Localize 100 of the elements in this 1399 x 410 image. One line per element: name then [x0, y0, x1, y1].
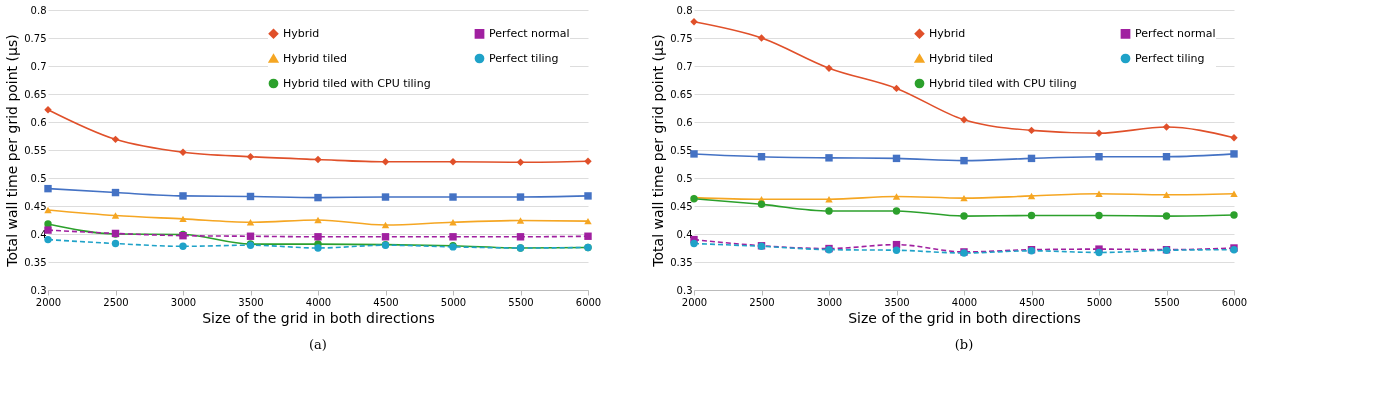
y-tick-label: 0.35 [670, 256, 693, 268]
y-tick-label: 0.45 [670, 200, 693, 212]
point [381, 221, 390, 229]
point [1027, 126, 1036, 135]
y-tick-label: 0.55 [24, 144, 47, 156]
x-tick-label: 2500 [103, 296, 129, 308]
point [449, 193, 457, 201]
point [111, 239, 120, 248]
x-tick-label: 3500 [884, 296, 910, 308]
x-tick-label: 2000 [681, 296, 708, 308]
point [1027, 211, 1036, 220]
y-tick-label: 0.7 [30, 60, 47, 72]
y-tick-label: 0.65 [670, 88, 693, 100]
x-tick-label: 5000 [1086, 296, 1113, 308]
x-tick-label: 3500 [238, 296, 264, 308]
legend-label: Hybrid [929, 26, 966, 40]
point [516, 233, 525, 241]
point [1095, 190, 1103, 197]
y-tick-label: 0.45 [24, 200, 47, 212]
point [1027, 192, 1036, 200]
point [179, 215, 187, 223]
point [314, 216, 322, 224]
y-tick-label: 0.75 [24, 32, 47, 44]
point [892, 246, 901, 254]
point [825, 154, 833, 162]
text: (a) [309, 337, 327, 352]
legend-label: Hybrid tiled [283, 51, 347, 65]
point [1162, 123, 1171, 131]
y-tick-label: 0.4 [676, 228, 693, 240]
point [381, 193, 390, 201]
point [516, 193, 525, 201]
x-tick-label: 3000 [170, 296, 197, 308]
legend-label: Hybrid [283, 26, 320, 40]
point [314, 155, 322, 164]
legend-label: Perfect normal [1135, 26, 1216, 40]
y-tick-label: 0.8 [676, 4, 693, 16]
x-tick-label: 4500 [373, 296, 399, 308]
x-tick-label: 2000 [35, 296, 62, 308]
point [1230, 211, 1238, 219]
point [1230, 133, 1238, 142]
point [44, 184, 52, 193]
point [44, 105, 52, 114]
legend-label: Hybrid tiled [929, 51, 993, 65]
point [1095, 153, 1103, 161]
x-tick-label: 6000 [575, 296, 602, 308]
point [757, 200, 766, 209]
text: (b) [954, 337, 974, 352]
x-tick-label: 5000 [440, 296, 467, 308]
y-tick-label: 0.5 [30, 172, 47, 184]
point [1095, 211, 1103, 220]
y-tick-label: 0.3 [30, 284, 47, 296]
y-tick-label: 0.65 [24, 88, 47, 100]
point [1230, 190, 1238, 197]
point [584, 192, 592, 200]
x-tick-label: 3000 [816, 296, 843, 308]
point [179, 192, 187, 200]
point [516, 217, 525, 224]
point [111, 212, 120, 219]
y-tick-label: 0.7 [676, 60, 693, 72]
point [1230, 150, 1238, 158]
x-tick-label: 4000 [305, 296, 332, 308]
point [690, 239, 698, 248]
point [960, 156, 968, 165]
y-tick-label: 0.6 [30, 116, 47, 128]
point [892, 193, 901, 200]
point [44, 235, 52, 244]
x-tick-label: 4500 [1019, 296, 1045, 308]
point [825, 207, 833, 215]
x-axis-title: Size of the grid in both directions [202, 309, 435, 326]
legend-label: Perfect tiling [1135, 51, 1205, 65]
x-tick-label: 2500 [749, 296, 775, 308]
point [449, 233, 457, 241]
legend-label: Hybrid tiled with CPU tiling [283, 76, 431, 90]
y-tick-label: 0.3 [676, 284, 693, 296]
x-axis-title: Size of the grid in both directions [848, 309, 1081, 326]
point [1162, 191, 1171, 199]
point [111, 135, 120, 144]
point [757, 34, 766, 42]
y-tick-label: 0.8 [30, 4, 47, 16]
point [246, 153, 255, 161]
point [960, 212, 968, 220]
x-tick-label: 6000 [1221, 296, 1248, 308]
y-axis-title: Total wall time per grid point (µs) [4, 34, 21, 268]
point [892, 207, 901, 215]
y-tick-label: 0.5 [676, 172, 693, 184]
point [1162, 212, 1171, 220]
legend-label: Perfect tiling [489, 51, 559, 65]
x-tick-label: 4000 [951, 296, 978, 308]
y-tick-label: 0.4 [30, 228, 47, 240]
y-tick-label: 0.55 [670, 144, 693, 156]
x-tick-label: 5500 [508, 296, 534, 308]
x-tick-label: 5500 [1154, 296, 1180, 308]
y-tick-label: 0.35 [24, 256, 47, 268]
point [584, 232, 592, 240]
point [1095, 248, 1103, 257]
point [516, 158, 525, 167]
point [381, 233, 390, 241]
point [381, 158, 390, 166]
y-tick-label: 0.6 [676, 116, 693, 128]
legend-label: Hybrid tiled with CPU tiling [929, 76, 1077, 90]
